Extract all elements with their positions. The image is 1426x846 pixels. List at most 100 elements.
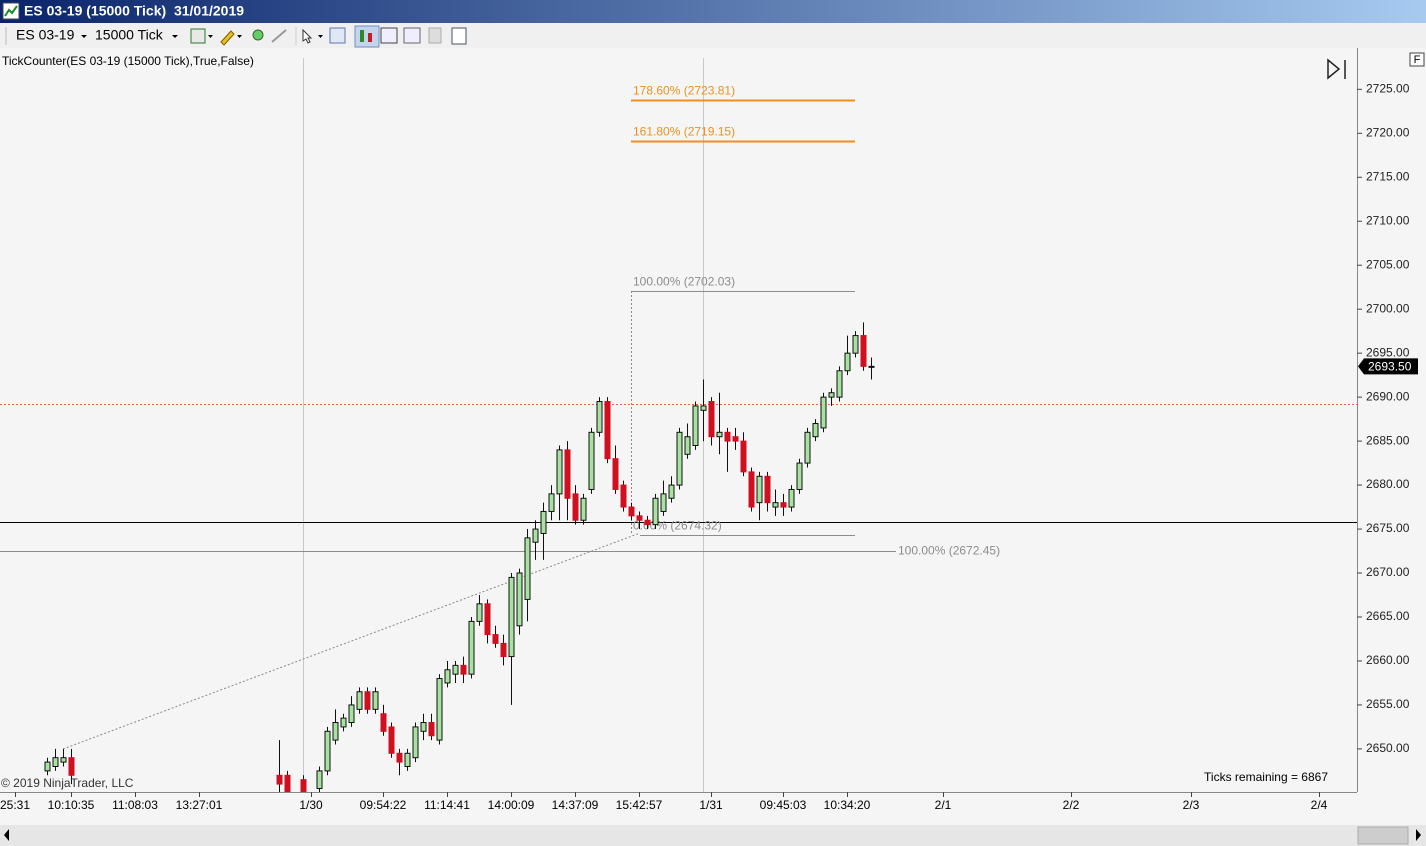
candle-body [716, 431, 723, 438]
y-tick-label: 2655.00 [1366, 697, 1410, 711]
candle-body [356, 691, 363, 710]
y-tick-label: 2680.00 [1366, 477, 1410, 491]
candle-body [772, 502, 779, 508]
candle-body [652, 497, 659, 526]
copyright: © 2019 NinjaTrader, LLC [1, 776, 134, 790]
fib-trend-line [62, 532, 641, 750]
scroll-left[interactable] [4, 829, 9, 841]
corner-button-box[interactable] [1409, 52, 1425, 67]
candle-body [300, 779, 307, 792]
candle-body [412, 726, 419, 759]
dropdown-arrow[interactable] [237, 35, 242, 38]
candle-body [324, 730, 331, 772]
x-tick-label: 14:00:09 [488, 798, 535, 812]
candle-body [596, 401, 603, 433]
candle-body [404, 752, 411, 767]
corner-button[interactable]: F [1414, 54, 1421, 66]
candle-body [548, 493, 555, 512]
candle-body [52, 757, 59, 767]
x-tick-label: 2/1 [935, 798, 952, 812]
candle-body [68, 757, 75, 776]
candle-body [460, 664, 467, 675]
instrument-selector[interactable]: ES 03-19 [16, 27, 75, 43]
x-tick-label: 2/3 [1183, 798, 1200, 812]
pointer-button[interactable] [302, 28, 313, 44]
candle-body [468, 620, 475, 675]
x-tick-label: 11:14:41 [424, 798, 470, 812]
x-tick-label: 1/31 [699, 798, 723, 812]
x-tick-label: 09:45:03 [760, 798, 807, 812]
icon-part [368, 33, 372, 42]
candle-body [764, 475, 771, 504]
candle-body [420, 722, 427, 732]
x-tick-label: 10:34:20 [824, 798, 871, 812]
y-tick-label: 2700.00 [1366, 301, 1410, 315]
candle-body [556, 449, 563, 495]
scrollbar[interactable] [0, 825, 1426, 846]
candle-body [836, 370, 843, 398]
strategies-button[interactable] [428, 27, 442, 44]
candle-body [636, 515, 643, 521]
candle-body [852, 335, 859, 354]
y-tick-label: 2715.00 [1366, 169, 1410, 183]
y-tick-label: 2675.00 [1366, 521, 1410, 535]
fib-label: 178.60% (2723.81) [633, 84, 735, 98]
bar-chart-button[interactable] [354, 25, 380, 48]
dropdown-arrow[interactable] [318, 35, 323, 38]
candle-body [476, 603, 483, 622]
dropdown-arrow[interactable] [172, 35, 178, 38]
fib-label: 161.80% (2719.15) [633, 125, 735, 139]
candle-body [780, 502, 787, 508]
candle-body [660, 493, 667, 512]
last-price-label: 2693.50 [1368, 360, 1412, 374]
y-tick-label: 2705.00 [1366, 257, 1410, 271]
candle-body [868, 365, 875, 368]
candle-body [492, 634, 499, 644]
icon-part [360, 30, 364, 42]
interval-selector[interactable]: 15000 Tick [95, 27, 164, 43]
y-tick-label: 2685.00 [1366, 433, 1410, 447]
candle-body [332, 722, 339, 741]
candle-body [804, 431, 811, 464]
candle-body [396, 752, 403, 763]
y-tick-label: 2660.00 [1366, 653, 1410, 667]
candle-body [604, 401, 611, 460]
drawing-tool-button[interactable] [220, 30, 235, 46]
candle-body [524, 537, 531, 600]
title-bar [0, 0, 1426, 23]
candle-body [532, 528, 539, 543]
y-tick-label: 2720.00 [1366, 125, 1410, 139]
scroll-right[interactable] [1416, 829, 1421, 841]
search-button[interactable] [329, 27, 346, 44]
y-tick-label: 2725.00 [1366, 82, 1410, 96]
candle-body [844, 352, 851, 372]
indicators-button[interactable] [403, 27, 421, 44]
candle-body [828, 392, 835, 398]
candle-body [860, 335, 867, 367]
candle-body [444, 669, 451, 684]
candle-body [644, 519, 651, 526]
dropdown-arrow[interactable] [81, 35, 87, 38]
candle-body [372, 691, 379, 710]
dropdown-arrow[interactable] [208, 35, 213, 38]
data-box-button[interactable] [380, 27, 398, 44]
candle-body [732, 436, 739, 442]
candle-body [284, 774, 291, 792]
x-tick-label: 1/30 [299, 798, 323, 812]
tool-button[interactable] [271, 29, 287, 43]
toolbar [0, 23, 1426, 48]
candle-body [692, 405, 699, 447]
chart-style-button[interactable] [190, 28, 206, 44]
candle-body [540, 510, 547, 534]
candle-body [516, 572, 523, 627]
candle-body [364, 691, 371, 710]
scroll-to-end-button[interactable] [1327, 58, 1346, 80]
zoom-button[interactable] [252, 29, 264, 41]
plot-area: 178.60% (2723.81) 161.80% (2719.15) 100.00… [0, 84, 1357, 792]
candle-body [756, 475, 763, 504]
properties-button[interactable] [451, 27, 467, 45]
x-tick-label: 14:37:09 [552, 798, 599, 812]
scroll-thumb[interactable] [1357, 826, 1409, 845]
window-title: ES 03-19 (15000 Tick) 31/01/2019 [24, 3, 244, 19]
last-price-marker [1358, 358, 1418, 375]
